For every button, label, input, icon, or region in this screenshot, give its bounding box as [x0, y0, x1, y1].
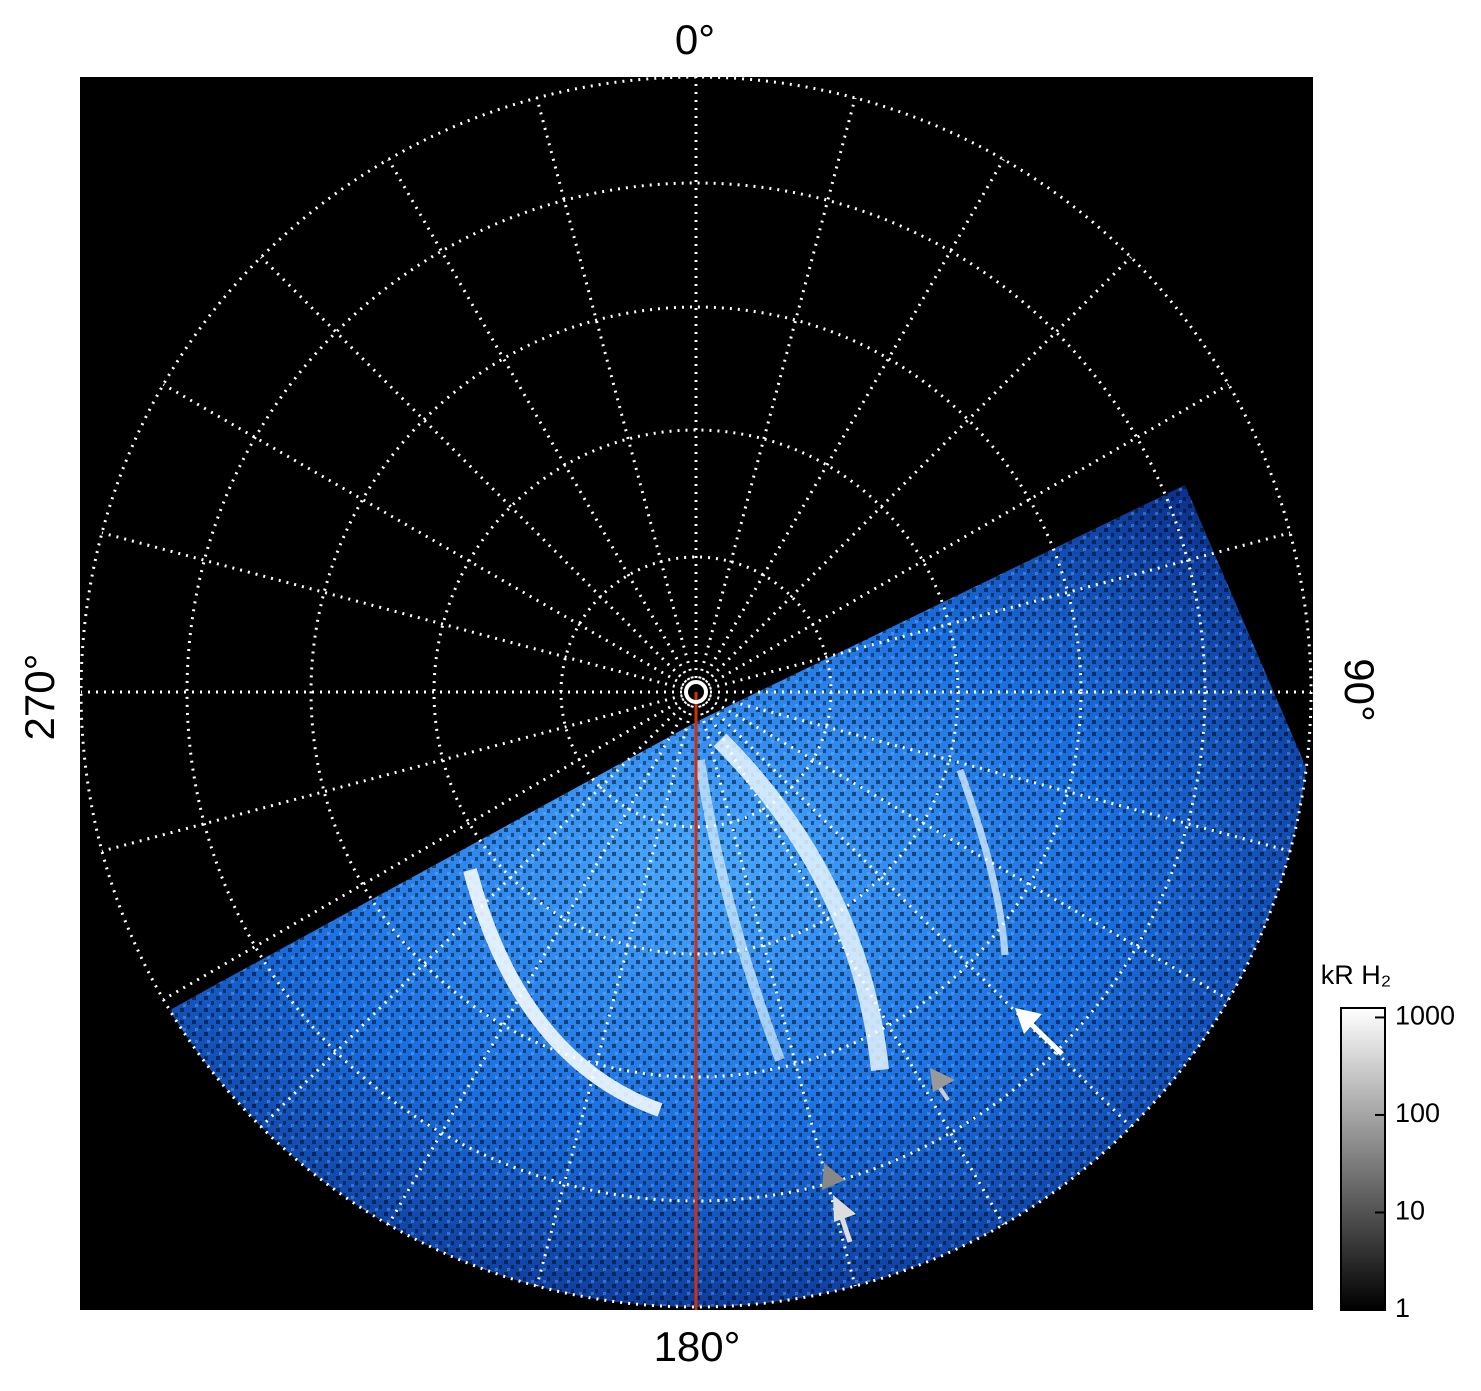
- arrows: [822, 1008, 1064, 1243]
- label-top: 0°: [675, 16, 715, 63]
- label-left: 270°: [16, 654, 63, 741]
- colorbar-tick-label: 10: [1395, 1196, 1425, 1226]
- aurora-image: [81, 485, 1311, 1307]
- latitude-circle: [185, 181, 1207, 1203]
- latitude-circle: [309, 305, 1083, 1079]
- polar-grid: [79, 75, 1313, 1309]
- label-right: 90°: [1336, 658, 1383, 722]
- colorbar-title: kR H₂: [1321, 960, 1391, 990]
- colorbar: [1340, 1007, 1386, 1311]
- colorbar-tick-label: 1: [1395, 1293, 1410, 1323]
- label-bottom: 180°: [654, 1323, 741, 1370]
- colorbar-tick-label: 1000: [1395, 1001, 1455, 1031]
- colorbar-tick-label: 100: [1395, 1098, 1440, 1128]
- colorbar-ticks: 1 10 100 1000: [1375, 1001, 1455, 1323]
- pole-marker: [684, 680, 708, 704]
